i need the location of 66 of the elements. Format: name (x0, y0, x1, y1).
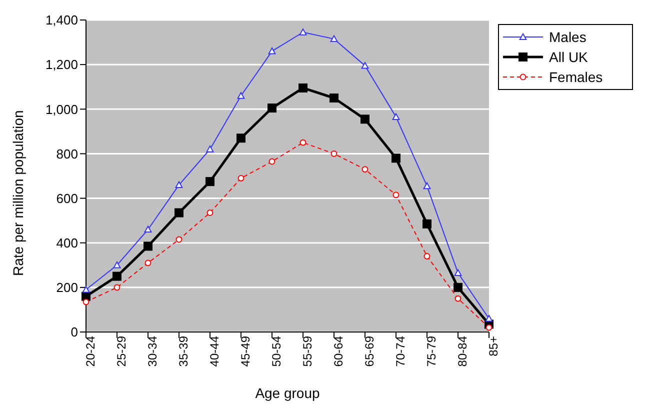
point (330, 35, 338, 42)
y-tick-label: 1,000 (45, 102, 78, 117)
point (361, 62, 369, 69)
point (206, 210, 214, 216)
point (268, 104, 276, 113)
point (238, 175, 244, 182)
x-tick-label: 70-74 (394, 336, 408, 367)
point (424, 253, 430, 260)
point (300, 139, 306, 146)
x-tick-label: 85+ (486, 336, 501, 356)
point (174, 208, 184, 218)
point (392, 113, 400, 120)
x-tick-label: 55-59 (300, 336, 315, 367)
x-tick-label: 50-54 (270, 336, 284, 367)
x-tick-label: 40-44 (208, 336, 222, 367)
point (423, 182, 431, 190)
point (485, 314, 493, 322)
x-tick-label: 30-34 (146, 336, 160, 367)
point (298, 83, 308, 92)
point (113, 261, 121, 268)
point (330, 94, 338, 102)
y-tick-label: 400 (56, 235, 78, 250)
y-tick-label: 800 (56, 146, 78, 162)
x-tick-label: 65-69 (362, 336, 377, 367)
point (237, 92, 245, 99)
point (268, 48, 276, 54)
x-tick-label: 20-24 (84, 336, 98, 367)
point (175, 181, 183, 188)
x-tick-label: 25-29 (114, 336, 129, 367)
x-tick-label: 35-39 (176, 336, 191, 367)
point (144, 260, 152, 266)
y-tick-label: 0 (70, 324, 78, 340)
point (362, 166, 368, 173)
point (176, 236, 182, 243)
point (330, 150, 338, 157)
point (112, 272, 122, 281)
point (392, 192, 400, 198)
point (206, 146, 214, 152)
point (360, 114, 370, 124)
legend-label: Females (549, 69, 603, 85)
y-axis-title: Rate per million population (10, 110, 26, 276)
point (144, 226, 152, 233)
x-axis-title: Age group (255, 385, 320, 401)
legend-label: Males (549, 29, 586, 45)
legend-label: All UK (549, 49, 588, 65)
point (144, 242, 152, 251)
point (392, 154, 400, 163)
y-tick-label: 1,200 (45, 57, 78, 72)
point (206, 177, 214, 186)
point (82, 298, 90, 306)
y-tick-label: 200 (56, 280, 78, 296)
y-tick-label: 600 (56, 190, 78, 206)
x-tick-label: 75-79 (424, 336, 439, 367)
point (454, 269, 462, 276)
y-tick-label: 1,400 (45, 12, 78, 28)
point (454, 282, 462, 292)
point (422, 219, 432, 228)
point (299, 28, 307, 36)
point (486, 324, 492, 331)
x-tick-label: 45-49 (238, 336, 253, 367)
point (268, 158, 276, 165)
x-tick-label: 80-84 (456, 336, 470, 367)
point (236, 134, 246, 143)
point (454, 295, 462, 302)
point (114, 284, 120, 291)
x-tick-label: 60-64 (332, 336, 346, 367)
